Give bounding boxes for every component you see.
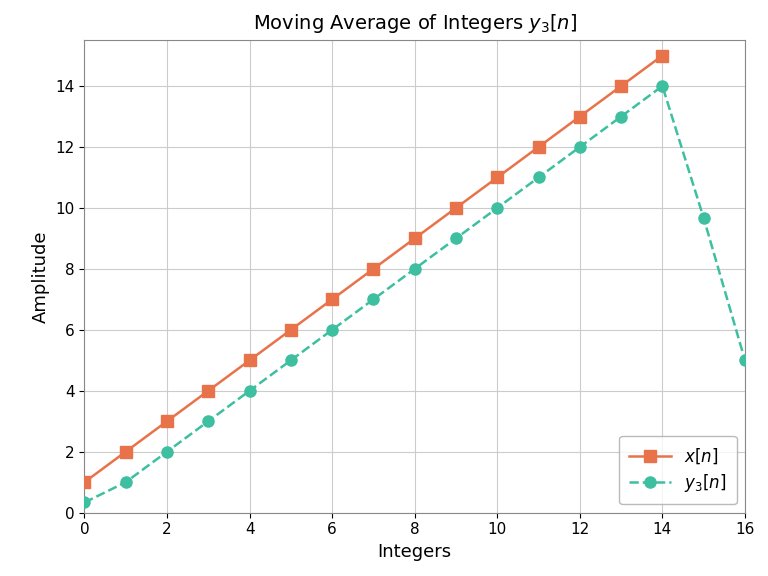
$y_3[n]$ [121,479,131,486]
$y_3[n]$ [699,215,708,222]
$y_3[n]$ [575,143,584,150]
$x[n]$ [163,418,172,425]
$y_3[n]$ [369,296,378,303]
Y-axis label: Amplitude: Amplitude [32,230,50,323]
$y_3[n]$ [286,357,296,363]
$y_3[n]$ [534,174,543,181]
Legend: $x[n]$, $y_3[n]$: $x[n]$, $y_3[n]$ [619,436,737,505]
$y_3[n]$ [493,204,502,211]
$x[n]$ [245,357,254,363]
$x[n]$ [121,448,131,455]
$x[n]$ [493,174,502,181]
X-axis label: Integers: Integers [378,543,452,561]
$x[n]$ [369,266,378,272]
$x[n]$ [657,52,667,59]
$y_3[n]$ [657,82,667,89]
$y_3[n]$ [245,387,254,394]
$x[n]$ [452,204,461,211]
$y_3[n]$ [452,235,461,242]
$x[n]$ [617,82,626,89]
$x[n]$ [575,113,584,120]
Line: $y_3[n]$: $y_3[n]$ [79,81,750,508]
$x[n]$ [327,296,336,303]
Line: $x[n]$: $x[n]$ [79,50,668,488]
$y_3[n]$ [410,266,419,272]
$x[n]$ [80,479,89,486]
$x[n]$ [410,235,419,242]
$x[n]$ [286,327,296,334]
$x[n]$ [534,143,543,150]
$y_3[n]$ [204,418,213,425]
Title: Moving Average of Integers $y_3[n]$: Moving Average of Integers $y_3[n]$ [253,12,577,35]
$x[n]$ [204,387,213,394]
$y_3[n]$ [80,499,89,506]
$y_3[n]$ [327,327,336,334]
$y_3[n]$ [740,357,750,363]
$y_3[n]$ [617,113,626,120]
$y_3[n]$ [163,448,172,455]
